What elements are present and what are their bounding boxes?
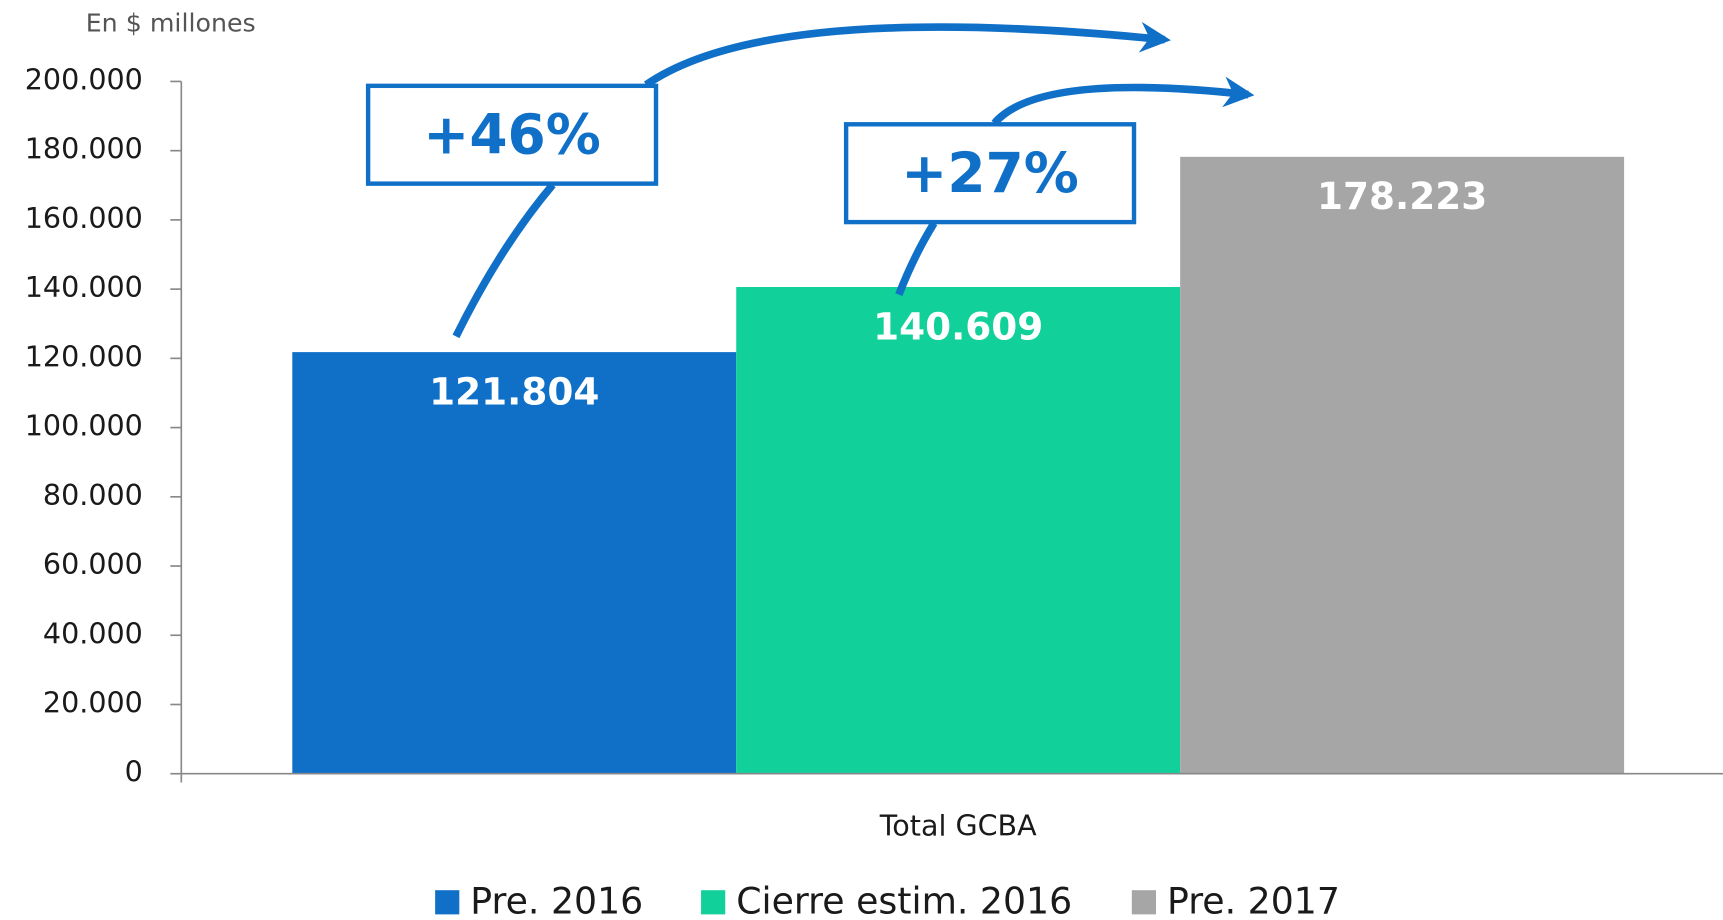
annotation: +27% <box>901 141 1079 205</box>
y-tick-label: 40.000 <box>43 616 143 650</box>
y-tick-label: 20.000 <box>43 685 143 719</box>
value-label: 121.804 <box>429 369 599 413</box>
arrow <box>991 76 1255 126</box>
bar <box>736 287 1181 774</box>
x-tick-label: Total GCBA <box>879 809 1037 843</box>
annotation: +46% <box>423 103 601 167</box>
arrow <box>643 21 1171 88</box>
legend-label: Pre. 2017 <box>1167 879 1340 920</box>
arrow <box>452 182 556 339</box>
y-tick-label: 140.000 <box>25 270 143 304</box>
bar <box>1180 156 1625 774</box>
y-tick-label: 200.000 <box>25 62 143 96</box>
legend-swatch <box>435 890 460 915</box>
annotation-box <box>843 122 1137 225</box>
bars <box>292 156 1625 774</box>
annotation-box <box>365 83 659 186</box>
legend-label: Cierre estim. 2016 <box>736 879 1072 920</box>
y-tick-label: 160.000 <box>25 201 143 235</box>
bar <box>292 352 737 774</box>
legend-swatch <box>1131 890 1156 915</box>
legend-swatch <box>701 890 726 915</box>
y-tick-label: 120.000 <box>25 339 143 373</box>
y-tick-label: 100.000 <box>25 409 143 443</box>
y-axis-label: En $ millones <box>86 8 256 37</box>
y-tick-label: 180.000 <box>25 132 143 166</box>
y-tick-label: 80.000 <box>43 478 143 512</box>
arrow <box>895 221 938 297</box>
value-label: 140.609 <box>873 304 1043 348</box>
legend-label: Pre. 2016 <box>470 879 643 920</box>
value-label: 178.223 <box>1317 174 1487 218</box>
y-tick-label: 0 <box>125 755 143 789</box>
y-tick-label: 60.000 <box>43 547 143 581</box>
